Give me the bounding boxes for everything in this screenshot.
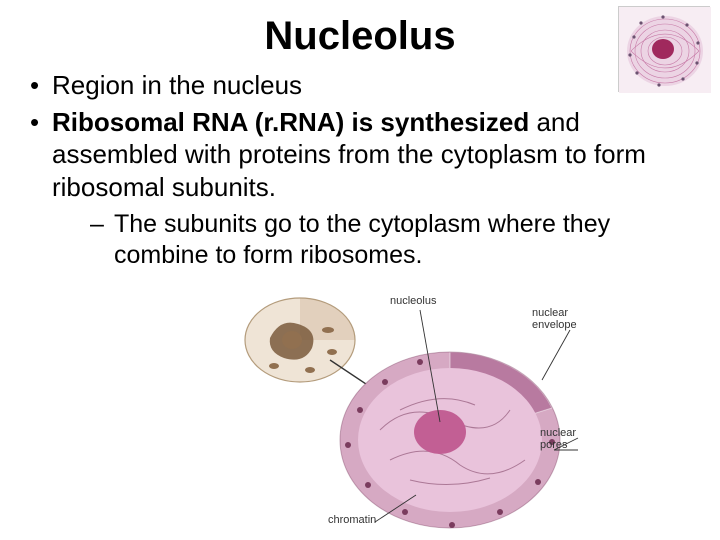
bullet-bold: Ribosomal RNA (r.RNA) is synthesized (52, 107, 529, 137)
nucleus-diagram: nucleolus nuclear envelope nuclear pores… (240, 290, 580, 530)
bullet-list: Region in the nucleus Ribosomal RNA (r.R… (0, 69, 720, 272)
label-nucleolus: nucleolus (390, 296, 436, 308)
sub-bullet-item: The subunits go to the cytoplasm where t… (90, 209, 700, 272)
cell-cutaway-icon (245, 298, 355, 382)
bullet-text: Region in the nucleus (52, 70, 302, 100)
sub-bullet-list: The subunits go to the cytoplasm where t… (52, 209, 700, 272)
label-chromatin: chromatin (328, 515, 376, 527)
bullet-item: Ribosomal RNA (r.RNA) is synthesized and… (28, 106, 700, 272)
label-nuclear-pores: nuclear pores (540, 428, 585, 451)
label-nuclear-envelope: nuclear envelope (532, 308, 587, 331)
slide-title: Nucleolus (0, 0, 720, 69)
sub-bullet-text: The subunits go to the cytoplasm where t… (114, 210, 610, 269)
nucleus-sphere (340, 352, 560, 528)
bullet-item: Region in the nucleus (28, 69, 700, 102)
